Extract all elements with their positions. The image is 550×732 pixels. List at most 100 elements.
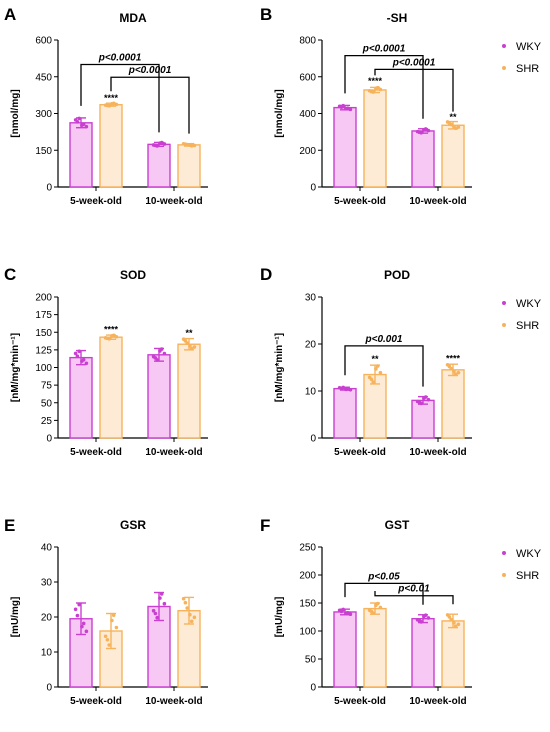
data-point bbox=[452, 369, 456, 374]
y-tick-label: 10 bbox=[41, 648, 53, 659]
y-tick-label: 50 bbox=[305, 655, 317, 666]
data-point bbox=[188, 143, 192, 148]
x-tick-label: 10-week-old bbox=[409, 696, 466, 707]
data-point bbox=[155, 615, 159, 620]
y-tick-label: 40 bbox=[41, 543, 53, 554]
bar-shr-0 bbox=[363, 607, 387, 688]
panel-e: E GSR [mU/mg] 0 10 20 30 40 5-week-old 10-week-ol… bbox=[4, 516, 208, 707]
legend-marker-shr bbox=[502, 323, 506, 327]
significance-mark: ** bbox=[185, 328, 193, 338]
data-point bbox=[75, 120, 80, 124]
legend-marker-shr bbox=[502, 66, 506, 70]
legend-marker-shr bbox=[502, 573, 506, 577]
data-point bbox=[339, 386, 344, 391]
bar-wky-1 bbox=[147, 143, 171, 188]
bar-shr-1 bbox=[441, 124, 465, 188]
y-tick-label: 75 bbox=[41, 381, 53, 392]
chart-title: GSR bbox=[120, 518, 146, 532]
data-point bbox=[189, 346, 194, 351]
chart-title: -SH bbox=[387, 11, 408, 25]
y-axis-label: [mU/mg] bbox=[274, 597, 285, 638]
x-tick-label: 5-week-old bbox=[334, 196, 386, 207]
data-point bbox=[80, 123, 84, 128]
data-point bbox=[114, 334, 119, 339]
data-point bbox=[189, 619, 194, 624]
data-point bbox=[75, 354, 80, 359]
y-tick-label: 0 bbox=[46, 434, 52, 445]
data-point bbox=[105, 336, 110, 341]
y-tick-label: 200 bbox=[299, 571, 316, 582]
data-point bbox=[84, 361, 89, 366]
y-tick-label: 125 bbox=[35, 345, 52, 356]
data-point bbox=[110, 334, 114, 338]
y-tick-label: 150 bbox=[299, 599, 316, 610]
data-point bbox=[84, 629, 89, 634]
x-tick-label: 5-week-old bbox=[334, 447, 386, 458]
data-point bbox=[77, 602, 81, 607]
data-point bbox=[369, 89, 374, 94]
data-point bbox=[183, 600, 188, 605]
data-point bbox=[378, 87, 383, 92]
x-tick-label: 10-week-old bbox=[145, 447, 202, 458]
data-point bbox=[456, 622, 461, 627]
bar-wky-1 bbox=[411, 399, 435, 439]
legend-label-wky: WKY bbox=[516, 41, 542, 53]
y-tick-label: 600 bbox=[35, 36, 52, 47]
data-point bbox=[110, 101, 114, 106]
data-point bbox=[371, 380, 376, 384]
y-axis-label: [nM/mg*min⁻¹] bbox=[10, 333, 21, 402]
y-tick-label: 10 bbox=[305, 387, 317, 398]
data-point bbox=[105, 637, 110, 642]
y-tick-label: 20 bbox=[305, 340, 317, 351]
data-point bbox=[158, 596, 162, 600]
x-tick-label: 10-week-old bbox=[145, 696, 202, 707]
data-point bbox=[456, 370, 461, 375]
significance-mark: ** bbox=[371, 354, 379, 364]
y-tick-label: 0 bbox=[310, 434, 316, 445]
data-point bbox=[344, 106, 348, 111]
y-tick-label: 175 bbox=[35, 310, 52, 321]
legend-label-shr: SHR bbox=[516, 320, 539, 332]
comparison-bracket bbox=[80, 63, 160, 133]
legend-label-shr: SHR bbox=[516, 63, 539, 75]
y-tick-label: 450 bbox=[35, 72, 52, 83]
y-tick-label: 30 bbox=[41, 578, 53, 589]
bar-wky-1 bbox=[411, 617, 435, 688]
data-point bbox=[73, 351, 78, 356]
x-tick-label: 5-week-old bbox=[70, 447, 122, 458]
panel-b: B -SH [nmol/mg] 0 200 400 600 800 5-week-old 10-w… bbox=[260, 5, 542, 207]
data-point bbox=[339, 105, 344, 109]
bar-shr-1 bbox=[177, 343, 201, 439]
y-tick-label: 200 bbox=[35, 293, 52, 304]
data-point bbox=[188, 344, 192, 348]
legend-marker-wky bbox=[502, 301, 506, 305]
comparison-bracket bbox=[110, 76, 190, 134]
bar-wky-0 bbox=[333, 611, 357, 688]
y-tick-label: 0 bbox=[46, 183, 52, 194]
data-point bbox=[447, 121, 452, 125]
data-point bbox=[456, 125, 461, 129]
data-point bbox=[344, 611, 348, 616]
data-point bbox=[111, 613, 116, 618]
p-value-label: p<0.001 bbox=[365, 334, 403, 345]
panel-f: F GST [mU/mg] 0 50 100 150 200 250 5-week-old 10-w… bbox=[260, 516, 542, 707]
y-tick-label: 0 bbox=[310, 183, 316, 194]
y-tick-label: 600 bbox=[299, 72, 316, 83]
y-tick-label: 50 bbox=[41, 398, 53, 409]
comparison-bracket bbox=[344, 54, 424, 119]
p-value-label: p<0.0001 bbox=[98, 53, 142, 64]
legend-label-shr: SHR bbox=[516, 570, 539, 582]
p-value-label: p<0.0001 bbox=[392, 57, 436, 68]
panel-letter: D bbox=[260, 265, 272, 284]
y-tick-label: 100 bbox=[35, 363, 52, 374]
comparison-bracket bbox=[374, 68, 454, 112]
data-point bbox=[422, 127, 426, 132]
data-point bbox=[162, 601, 167, 606]
chart-title: MDA bbox=[119, 11, 147, 25]
bar-shr-0 bbox=[99, 336, 123, 439]
data-point bbox=[453, 624, 458, 629]
data-point bbox=[114, 102, 119, 107]
y-axis-label: [mU/mg] bbox=[10, 597, 21, 638]
data-point bbox=[158, 141, 162, 145]
y-tick-label: 150 bbox=[35, 146, 52, 157]
